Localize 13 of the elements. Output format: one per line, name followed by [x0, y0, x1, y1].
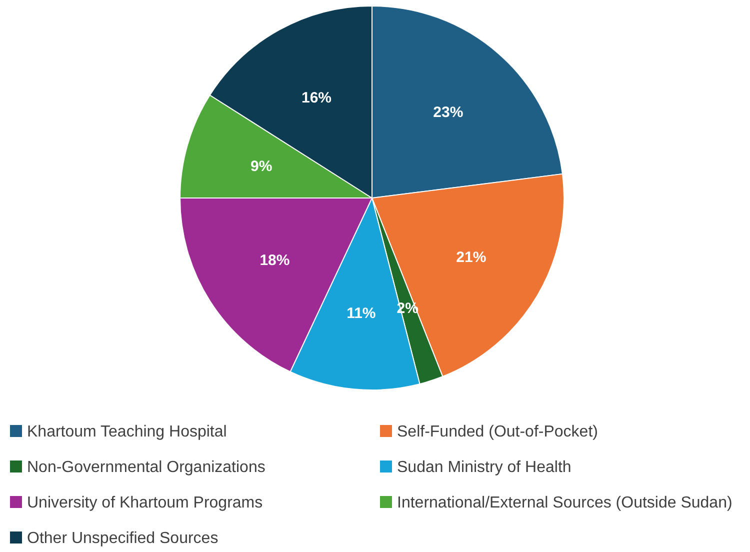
data-label: 11%	[346, 304, 376, 322]
legend-label: Non-Governmental Organizations	[27, 459, 266, 476]
legend-label: Self-Funded (Out-of-Pocket)	[397, 424, 598, 441]
data-label: 21%	[456, 248, 486, 266]
data-label: 9%	[250, 158, 272, 176]
legend-label: Other Unspecified Sources	[27, 530, 218, 548]
legend-label: Sudan Ministry of Health	[397, 459, 572, 476]
data-label: 23%	[433, 104, 464, 121]
legend-label: University of Khartoum Programs	[27, 494, 263, 512]
data-label: 18%	[260, 252, 290, 269]
data-label: 16%	[301, 89, 332, 106]
legend-label: International/External Sources (Outside Sudan)	[397, 494, 732, 512]
legend-label: Khartoum Teaching Hospital	[27, 424, 227, 441]
